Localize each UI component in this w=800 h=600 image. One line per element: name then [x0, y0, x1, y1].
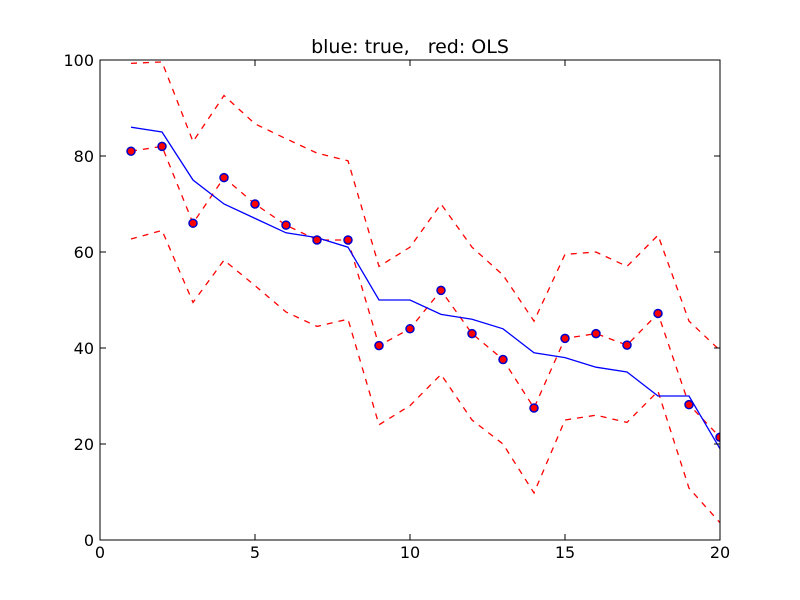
data-point — [467, 328, 477, 339]
y-tick-label: 20 — [74, 435, 94, 454]
data-point — [219, 172, 229, 183]
data-point — [281, 220, 291, 230]
data-point — [684, 399, 694, 410]
data-point — [343, 235, 353, 245]
true-line-series — [130, 126, 720, 450]
data-point — [560, 333, 570, 344]
chart-title: blue: true, red: OLS — [311, 36, 509, 58]
plot-series-group — [126, 61, 720, 524]
data-point — [622, 340, 632, 350]
data-point — [436, 285, 446, 296]
data-point — [188, 218, 198, 228]
ols-dashed-series — [130, 61, 720, 351]
data-point — [498, 354, 508, 365]
ols-dashed-series — [130, 229, 720, 524]
data-point — [653, 308, 663, 319]
x-tick-label: 20 — [710, 543, 730, 562]
y-tick-label: 80 — [74, 147, 94, 166]
data-point — [157, 141, 167, 152]
x-tick-label: 15 — [555, 543, 575, 562]
data-point — [374, 340, 384, 351]
x-tick-label: 0 — [95, 543, 105, 562]
plot-frame — [99, 59, 721, 541]
data-point — [126, 146, 136, 156]
ols-dashed-series — [130, 145, 720, 438]
data-point — [715, 432, 720, 443]
tick-labels-group: 0 5 10 15 20 0 20 40 60 80 100 — [63, 51, 730, 562]
data-point — [250, 199, 260, 209]
y-tick-label: 40 — [74, 339, 94, 358]
data-point — [591, 328, 601, 339]
data-point — [529, 403, 539, 413]
data-point — [405, 324, 415, 334]
y-tick-label: 60 — [74, 243, 94, 262]
x-tick-label: 5 — [250, 543, 260, 562]
y-tick-label: 100 — [63, 51, 94, 70]
y-tick-label: 0 — [84, 531, 94, 550]
data-point — [312, 235, 322, 245]
x-tick-label: 10 — [400, 543, 420, 562]
